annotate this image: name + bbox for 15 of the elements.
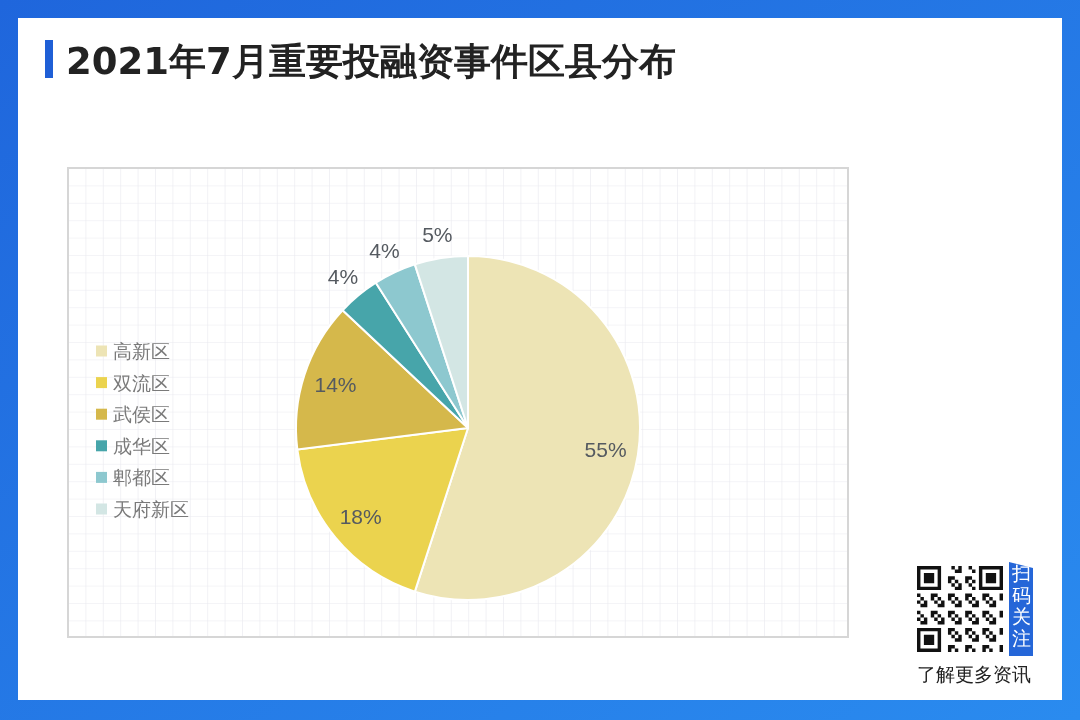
data-label: 5%: [422, 222, 453, 246]
legend-label: 郫都区: [113, 466, 170, 489]
chart-title: 2021年7月重要投融资事件区县分布: [66, 40, 676, 83]
legend-label: 成华区: [113, 434, 170, 457]
legend-label: 天府新区: [113, 498, 189, 520]
data-label: 18%: [339, 505, 382, 529]
text: 了解更多资讯: [917, 663, 1031, 685]
legend-label: 武侯区: [113, 403, 170, 426]
text: 扫码关注: [1010, 562, 1031, 649]
data-label: 55%: [584, 438, 627, 462]
legend-label: 双流区: [113, 371, 170, 394]
data-label: 14%: [314, 373, 357, 397]
legend-label: 高新区: [113, 340, 170, 362]
data-label: 4%: [327, 265, 359, 289]
data-label: 4%: [369, 239, 400, 263]
